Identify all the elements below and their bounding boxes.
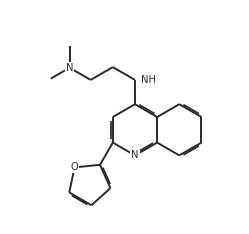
Text: NH: NH (141, 75, 156, 85)
Text: N: N (66, 63, 73, 73)
Text: N: N (131, 150, 139, 160)
Text: O: O (71, 162, 78, 172)
